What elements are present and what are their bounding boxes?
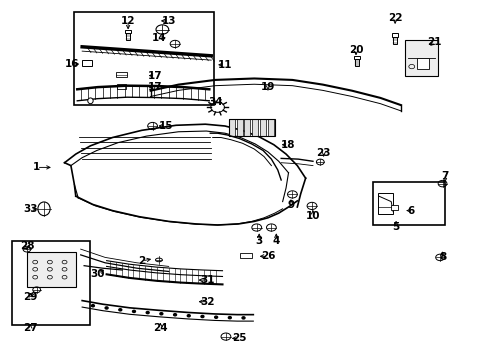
- Text: 26: 26: [260, 251, 275, 261]
- Bar: [372, 182, 444, 225]
- Text: 10: 10: [305, 211, 320, 221]
- Circle shape: [187, 315, 190, 317]
- Bar: [228, 119, 234, 136]
- Bar: [74, 12, 214, 105]
- FancyBboxPatch shape: [81, 60, 92, 66]
- Text: 16: 16: [65, 59, 80, 69]
- Circle shape: [160, 312, 163, 315]
- Ellipse shape: [155, 258, 162, 262]
- Bar: [244, 119, 250, 136]
- Ellipse shape: [38, 202, 50, 216]
- Bar: [390, 205, 397, 210]
- Text: 19: 19: [260, 82, 275, 92]
- Text: 33: 33: [23, 204, 38, 214]
- Bar: [260, 119, 265, 136]
- Text: 12: 12: [121, 16, 135, 26]
- Bar: [377, 193, 392, 214]
- Text: 24: 24: [153, 323, 167, 333]
- Bar: [117, 84, 126, 89]
- Circle shape: [214, 316, 217, 318]
- Text: 11: 11: [217, 60, 232, 70]
- Text: 25: 25: [232, 333, 246, 343]
- Text: 34: 34: [207, 96, 222, 107]
- Text: 17: 17: [148, 71, 163, 81]
- Text: 31: 31: [200, 275, 215, 285]
- Text: 32: 32: [200, 297, 215, 307]
- Text: 4: 4: [272, 236, 280, 246]
- Text: 30: 30: [90, 269, 105, 279]
- Circle shape: [146, 311, 149, 314]
- Bar: [126, 33, 130, 40]
- Text: 3: 3: [255, 236, 262, 246]
- Ellipse shape: [87, 98, 93, 104]
- Bar: [353, 56, 359, 59]
- Bar: [416, 58, 428, 69]
- Text: 13: 13: [161, 16, 176, 26]
- Bar: [391, 33, 397, 37]
- Bar: [116, 72, 127, 77]
- Text: 21: 21: [426, 37, 441, 48]
- Circle shape: [105, 307, 108, 309]
- Bar: [404, 40, 437, 76]
- Circle shape: [228, 316, 231, 319]
- Bar: [27, 252, 76, 287]
- Text: 18: 18: [281, 140, 295, 150]
- Circle shape: [91, 305, 94, 307]
- Text: 8: 8: [438, 252, 445, 262]
- Bar: [354, 59, 358, 66]
- Bar: [12, 241, 90, 325]
- Text: 28: 28: [20, 240, 34, 251]
- Text: 1: 1: [33, 162, 40, 172]
- Text: 22: 22: [387, 13, 402, 23]
- Text: 9: 9: [287, 200, 294, 210]
- Circle shape: [119, 309, 122, 311]
- Bar: [267, 119, 273, 136]
- Text: 17: 17: [148, 82, 163, 92]
- Text: 27: 27: [23, 323, 38, 333]
- Bar: [252, 119, 258, 136]
- Text: 14: 14: [151, 33, 166, 43]
- Text: 15: 15: [159, 121, 173, 131]
- Bar: [239, 253, 251, 258]
- Bar: [236, 119, 242, 136]
- Text: 7: 7: [440, 171, 448, 181]
- Text: 2: 2: [138, 256, 145, 266]
- Text: 5: 5: [392, 222, 399, 232]
- Bar: [228, 119, 275, 136]
- Text: 23: 23: [316, 148, 330, 158]
- Text: 29: 29: [23, 292, 38, 302]
- Bar: [392, 37, 396, 44]
- Text: 6: 6: [407, 206, 413, 216]
- Bar: [125, 30, 131, 33]
- Circle shape: [242, 317, 244, 319]
- Text: 20: 20: [348, 45, 363, 55]
- Circle shape: [173, 314, 176, 316]
- Circle shape: [201, 315, 203, 318]
- Circle shape: [132, 310, 135, 312]
